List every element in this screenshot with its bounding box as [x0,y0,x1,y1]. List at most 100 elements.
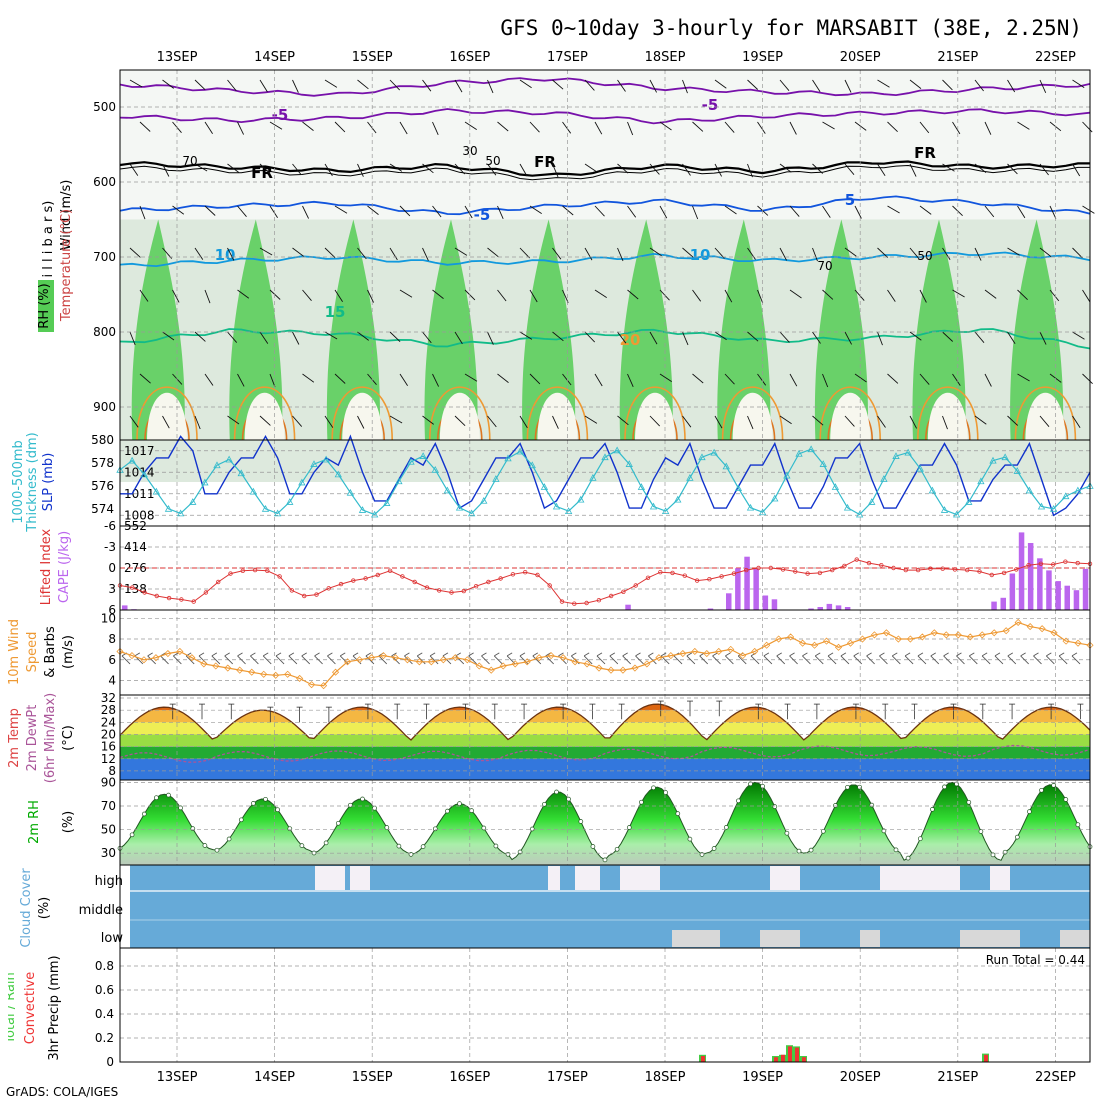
wind-barb [968,655,978,665]
rh-marker [930,807,935,812]
rh-marker [675,811,681,816]
wind-barb [747,163,753,178]
wind-barb [659,205,668,219]
wind-marker [870,631,879,639]
wind-barb [714,331,727,341]
wind-barb [635,655,644,665]
wind-barb [314,655,323,665]
wind-tick-label: 6 [108,653,116,667]
wind-marker [236,666,244,674]
wind-barb [814,655,824,665]
cape-bar [1073,590,1080,610]
lifted-marker [240,568,245,573]
clear-high [548,866,560,890]
y-tick-label: 900 [93,400,116,414]
wind-marker [655,654,663,662]
thickness-tick-label: 574 [91,502,114,516]
rh-marker [1027,809,1032,814]
wind-barb [909,79,922,89]
rh-marker [748,781,753,787]
wind-marker [822,637,831,645]
wind-barb [596,655,606,665]
wind-barb [399,373,408,386]
wind-barb [1072,163,1081,177]
thickness-marker [1037,502,1046,510]
rh-marker [893,847,899,853]
wind-barb-feather [686,652,693,657]
wind-barb [844,163,855,175]
wind-barb [1007,247,1020,256]
rh-marker [784,830,790,836]
wind-barb [844,247,857,257]
precip-tick-label: 0 [106,1055,114,1069]
low-cloud [960,930,1000,947]
wind-barb-feather [892,652,898,657]
cloud-layer-label: high [95,874,123,889]
wind-barb [956,655,965,665]
wind-barb [172,289,180,303]
thickness-marker [868,498,876,505]
wind-barb [854,121,867,131]
date-label-bottom: 18SEP [645,1070,686,1085]
lifted-marker [363,576,368,581]
wind-barb [139,289,149,302]
temp-band [120,746,1090,759]
thickness-marker [334,470,342,478]
wind-barb [269,289,281,300]
thickness-marker [492,475,500,482]
wind-barb [1071,655,1081,665]
wind-marker [727,645,735,653]
wind-barb [422,163,434,174]
thickness-marker [431,465,439,473]
wind-barb-feather [391,652,397,657]
thickness-marker [298,478,306,486]
wind-barb [854,373,867,383]
isotherm-line [119,328,1091,350]
wind-barb [840,655,850,665]
wind-barb [487,247,499,258]
wind-barb [952,289,965,298]
wind-barb [204,205,216,216]
wind-barb [919,289,927,303]
lifted-marker [879,563,884,568]
wind-barb [227,247,235,261]
ylabel-wind-1: 10m Wind [7,619,22,685]
date-label-bottom: 16SEP [449,1070,490,1085]
rh-marker [141,811,147,817]
wind-barb [562,121,572,134]
wind-barb [1007,331,1016,344]
rh-marker [723,825,729,830]
clear-high [575,866,600,890]
thickness-marker [140,470,148,478]
wind-barb [464,373,478,382]
rh-marker [602,857,608,863]
wind-barb [583,655,593,665]
wind-barb [942,331,954,342]
wind-barb [464,205,473,219]
isotherm-label: 5 [845,191,855,209]
wind-barb [334,373,346,384]
lifted-marker [793,569,798,574]
thickness-marker [589,474,597,481]
lifted-marker [326,586,331,591]
wind-barb [984,121,992,135]
wind-barb [172,205,185,215]
wind-barb [887,205,900,214]
dewpoint-line [119,744,1091,763]
lifted-marker [424,585,430,590]
date-label-top: 17SEP [547,50,588,65]
wind-barb-feather [956,652,962,657]
low-cloud [1060,930,1090,947]
wind-barb [552,163,559,178]
wind-barb [129,331,136,346]
cape-bar [735,568,741,610]
wind-barb [1007,163,1018,175]
lifted-tick-label: 0 [108,561,116,575]
cape-tick-label: 414 [124,540,147,554]
rh-marker [808,847,814,853]
wind-marker [188,654,196,662]
wind-barb [422,79,432,92]
wind-marker [882,629,890,637]
ylabel-wind-2: Speed [25,632,40,673]
